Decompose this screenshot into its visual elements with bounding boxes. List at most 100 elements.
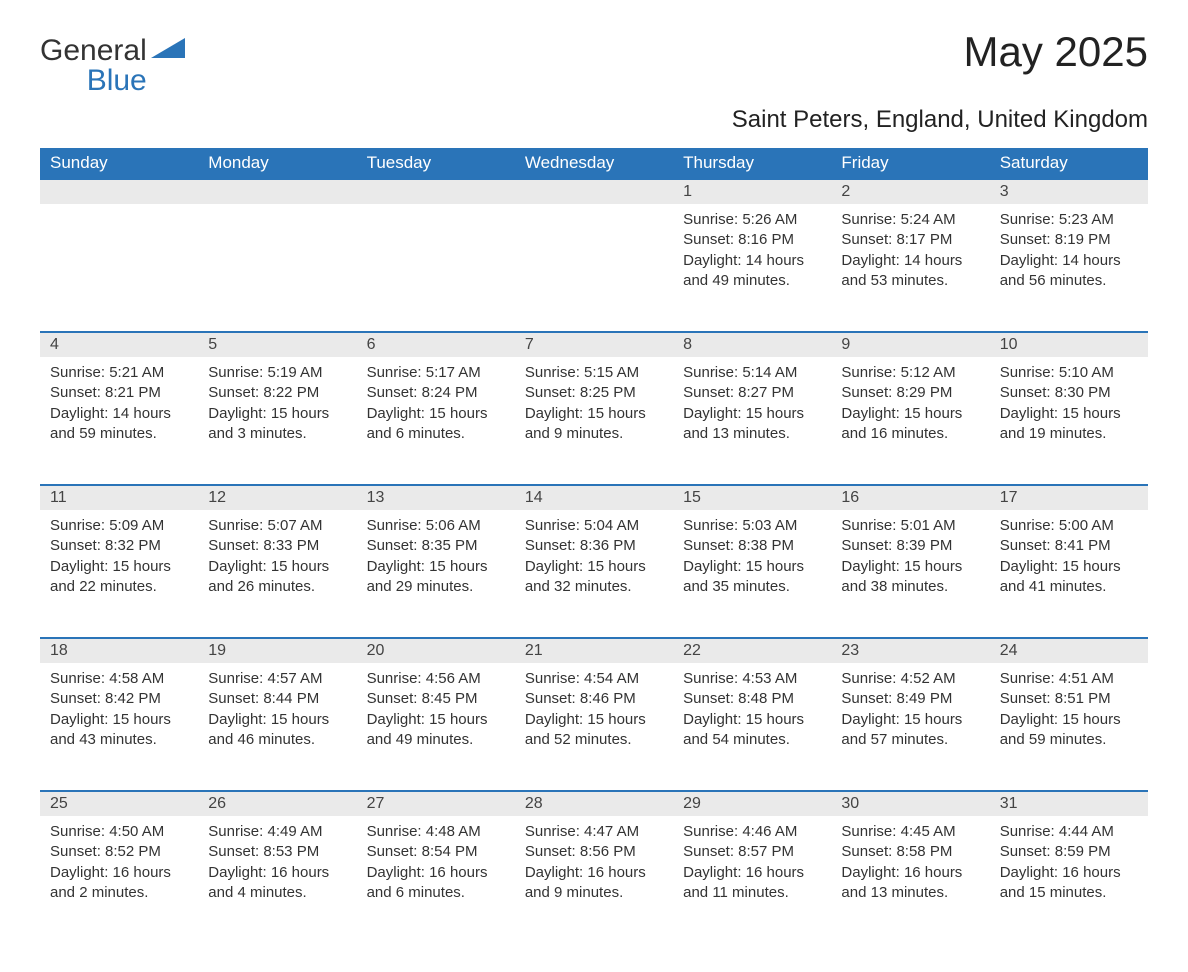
day-details: Sunrise: 5:00 AMSunset: 8:41 PMDaylight:…: [990, 510, 1148, 607]
sunrise-value: 4:49 AM: [267, 823, 322, 840]
sunrise-label: Sunrise:: [683, 517, 738, 534]
day-number-cell: 14: [515, 485, 673, 510]
daylight-label: Daylight:: [841, 252, 899, 269]
day-body-cell: Sunrise: 4:44 AMSunset: 8:59 PMDaylight:…: [990, 816, 1148, 944]
daylight: Daylight: 14 hours and 59 minutes.: [50, 404, 188, 445]
sunset: Sunset: 8:32 PM: [50, 536, 188, 556]
day-number: 22: [683, 642, 701, 659]
logo-triangle-icon: [151, 36, 185, 58]
day-body-cell: Sunrise: 4:54 AMSunset: 8:46 PMDaylight:…: [515, 663, 673, 791]
sunrise-label: Sunrise:: [683, 211, 738, 228]
sunrise-label: Sunrise:: [208, 364, 263, 381]
weekday-header: Thursday: [673, 148, 831, 179]
daylight: Daylight: 15 hours and 57 minutes.: [841, 710, 979, 751]
daylight: Daylight: 15 hours and 26 minutes.: [208, 557, 346, 598]
daylight: Daylight: 16 hours and 9 minutes.: [525, 863, 663, 904]
day-number: 7: [525, 336, 534, 353]
daylight-label: Daylight:: [841, 711, 899, 728]
sunset-value: 8:49 PM: [896, 690, 952, 707]
sunset: Sunset: 8:25 PM: [525, 383, 663, 403]
sunset: Sunset: 8:16 PM: [683, 230, 821, 250]
day-number-cell: 11: [40, 485, 198, 510]
day-number-cell: 5: [198, 332, 356, 357]
sunrise-label: Sunrise:: [1000, 364, 1055, 381]
day-body-cell: Sunrise: 5:01 AMSunset: 8:39 PMDaylight:…: [831, 510, 989, 638]
sunset: Sunset: 8:39 PM: [841, 536, 979, 556]
sunrise: Sunrise: 4:54 AM: [525, 669, 663, 689]
sunrise-value: 5:09 AM: [109, 517, 164, 534]
sunset-value: 8:36 PM: [580, 537, 636, 554]
day-number: 11: [50, 489, 67, 506]
sunrise-label: Sunrise:: [208, 517, 263, 534]
daylight: Daylight: 15 hours and 41 minutes.: [1000, 557, 1138, 598]
sunrise: Sunrise: 4:57 AM: [208, 669, 346, 689]
sunset-label: Sunset:: [1000, 384, 1051, 401]
sunset-label: Sunset:: [683, 231, 734, 248]
sunrise-label: Sunrise:: [50, 823, 105, 840]
sunset-label: Sunset:: [683, 537, 734, 554]
day-body-cell: Sunrise: 5:14 AMSunset: 8:27 PMDaylight:…: [673, 357, 831, 485]
day-details: Sunrise: 5:17 AMSunset: 8:24 PMDaylight:…: [357, 357, 515, 454]
day-details: Sunrise: 5:23 AMSunset: 8:19 PMDaylight:…: [990, 204, 1148, 301]
day-details: Sunrise: 4:45 AMSunset: 8:58 PMDaylight:…: [831, 816, 989, 913]
day-body-cell: Sunrise: 5:06 AMSunset: 8:35 PMDaylight:…: [357, 510, 515, 638]
sunset-value: 8:52 PM: [105, 843, 161, 860]
sunrise-value: 5:19 AM: [267, 364, 322, 381]
sunset: Sunset: 8:48 PM: [683, 689, 821, 709]
daylight-label: Daylight:: [1000, 252, 1058, 269]
daylight: Daylight: 15 hours and 46 minutes.: [208, 710, 346, 751]
sunset-label: Sunset:: [50, 843, 101, 860]
sunrise: Sunrise: 4:46 AM: [683, 822, 821, 842]
sunset: Sunset: 8:30 PM: [1000, 383, 1138, 403]
day-number: 6: [367, 336, 376, 353]
sunrise-value: 5:17 AM: [426, 364, 481, 381]
sunrise: Sunrise: 4:48 AM: [367, 822, 505, 842]
sunrise-label: Sunrise:: [367, 823, 422, 840]
sunset: Sunset: 8:46 PM: [525, 689, 663, 709]
sunset-label: Sunset:: [208, 690, 259, 707]
sunrise-label: Sunrise:: [367, 364, 422, 381]
location-label: Saint Peters, England, United Kingdom: [40, 106, 1148, 134]
sunset-label: Sunset:: [683, 843, 734, 860]
sunrise-value: 5:14 AM: [742, 364, 797, 381]
sunset-value: 8:48 PM: [738, 690, 794, 707]
sunrise: Sunrise: 5:12 AM: [841, 363, 979, 383]
sunrise: Sunrise: 5:06 AM: [367, 516, 505, 536]
sunset: Sunset: 8:54 PM: [367, 842, 505, 862]
day-number-row: 45678910: [40, 332, 1148, 357]
day-number-cell: 25: [40, 791, 198, 816]
daylight-label: Daylight:: [683, 252, 741, 269]
sunrise-value: 5:03 AM: [742, 517, 797, 534]
day-number-cell: 8: [673, 332, 831, 357]
logo-line2: Blue: [40, 66, 147, 96]
sunset-label: Sunset:: [50, 690, 101, 707]
sunrise: Sunrise: 5:04 AM: [525, 516, 663, 536]
daylight: Daylight: 15 hours and 13 minutes.: [683, 404, 821, 445]
sunset-value: 8:46 PM: [580, 690, 636, 707]
day-number: 30: [841, 795, 859, 812]
sunrise: Sunrise: 5:21 AM: [50, 363, 188, 383]
sunset-label: Sunset:: [367, 690, 418, 707]
sunrise-value: 5:12 AM: [901, 364, 956, 381]
day-details: Sunrise: 5:07 AMSunset: 8:33 PMDaylight:…: [198, 510, 356, 607]
day-number-cell: 24: [990, 638, 1148, 663]
daylight-label: Daylight:: [1000, 558, 1058, 575]
sunset: Sunset: 8:57 PM: [683, 842, 821, 862]
sunset-label: Sunset:: [1000, 690, 1051, 707]
sunset-label: Sunset:: [1000, 537, 1051, 554]
day-number-cell: 30: [831, 791, 989, 816]
sunset-label: Sunset:: [683, 384, 734, 401]
sunset-value: 8:35 PM: [422, 537, 478, 554]
sunrise-value: 5:23 AM: [1059, 211, 1114, 228]
daylight: Daylight: 16 hours and 2 minutes.: [50, 863, 188, 904]
day-number: 8: [683, 336, 692, 353]
daylight: Daylight: 16 hours and 11 minutes.: [683, 863, 821, 904]
sunrise: Sunrise: 4:51 AM: [1000, 669, 1138, 689]
daylight-label: Daylight:: [525, 864, 583, 881]
day-body-cell: Sunrise: 5:00 AMSunset: 8:41 PMDaylight:…: [990, 510, 1148, 638]
sunset: Sunset: 8:17 PM: [841, 230, 979, 250]
sunset-label: Sunset:: [525, 690, 576, 707]
sunset-label: Sunset:: [841, 231, 892, 248]
sunset-label: Sunset:: [367, 384, 418, 401]
sunset: Sunset: 8:45 PM: [367, 689, 505, 709]
